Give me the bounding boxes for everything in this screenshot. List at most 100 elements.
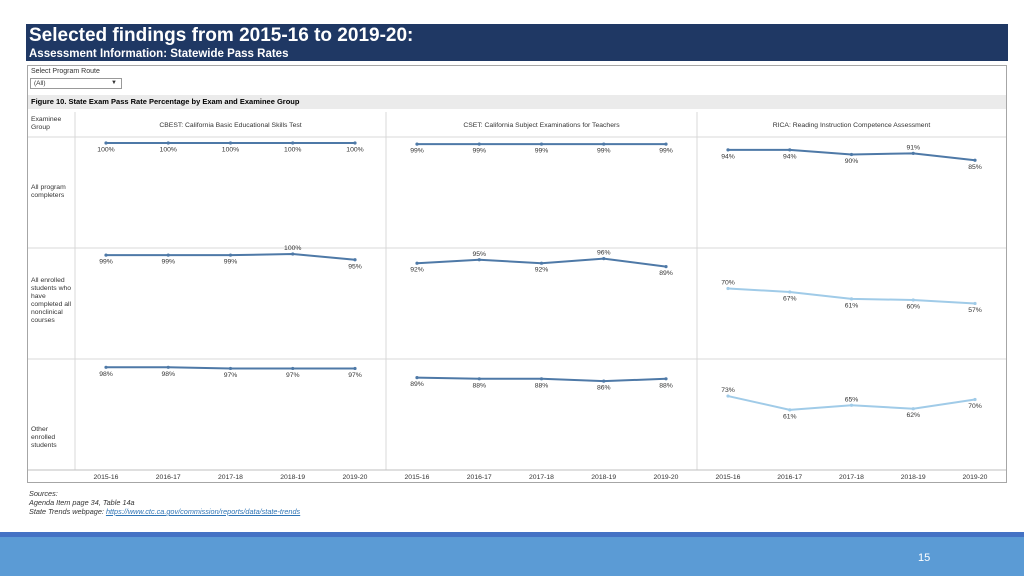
x-tick-label: 2018-19 [901,474,926,481]
state-trends-link[interactable]: https://www.ctc.ca.gov/commission/report… [105,507,301,516]
data-point [602,379,606,383]
exam-header: CSET: California Subject Examinations fo… [463,122,620,129]
data-point [291,141,295,145]
data-label: 99% [472,148,486,155]
data-label: 67% [783,295,797,302]
data-label: 99% [659,148,673,155]
data-point [104,141,108,145]
data-label: 99% [410,148,424,155]
data-label: 88% [535,382,549,389]
data-point [477,142,481,146]
data-label: 61% [783,413,797,420]
data-label: 100% [222,147,239,154]
data-point [911,407,915,411]
data-point [973,397,977,402]
data-label: 100% [97,147,114,154]
data-label: 65% [845,396,859,403]
x-tick-label: 2016-17 [777,474,802,481]
data-label: 100% [346,147,363,154]
row-header-label: Examinee [31,116,61,123]
group-label: completed all [31,301,72,308]
data-point [104,253,108,257]
data-label: 70% [721,280,735,287]
x-tick-label: 2017-18 [218,474,243,481]
exam-header: CBEST: California Basic Educational Skil… [159,122,301,129]
data-label: 60% [906,304,920,311]
data-label: 70% [968,403,982,410]
data-label: 97% [348,372,362,379]
data-point [849,297,854,301]
data-point [353,258,357,262]
data-label: 92% [410,267,424,274]
exam-header: RICA: Reading Instruction Competence Ass… [773,122,931,129]
data-label: 88% [472,382,486,389]
figure-title: Figure 10. State Exam Pass Rate Percenta… [31,97,300,106]
row-header-label: Group [31,124,50,131]
data-label: 99% [224,259,238,266]
data-point [104,365,108,369]
group-label: students [31,442,57,449]
data-label: 99% [99,259,113,266]
data-point [166,141,170,145]
data-label: 100% [160,147,177,154]
data-label: 99% [597,148,611,155]
sources-heading: Sources: [29,489,58,498]
data-point [664,377,668,381]
data-point [664,265,668,269]
data-label: 90% [845,158,859,165]
slide-header: Selected findings from 2015-16 to 2019-2… [26,24,1008,61]
group-label: students who [31,285,71,292]
data-point [973,158,977,162]
data-point [849,152,854,157]
data-point [602,257,606,261]
group-label: All program [31,184,66,191]
data-label: 88% [659,382,673,389]
x-tick-label: 2019-20 [963,474,988,481]
data-point [602,142,606,146]
data-label: 89% [659,270,673,277]
x-tick-label: 2017-18 [529,474,554,481]
group-label: nonclinical [31,309,63,316]
data-point [911,151,915,155]
data-point [415,142,419,146]
group-label: courses [31,317,55,324]
group-label: Other [31,426,49,433]
data-label: 94% [783,153,797,160]
x-tick-label: 2018-19 [591,474,616,481]
group-label: All enrolled [31,277,65,284]
data-label: 62% [906,412,920,419]
x-tick-label: 2018-19 [280,474,305,481]
data-label: 85% [968,164,982,171]
dashboard-frame [27,65,1007,483]
data-point [726,394,730,398]
group-label: enrolled [31,434,55,441]
data-label: 100% [284,147,301,154]
x-tick-label: 2015-16 [716,474,741,481]
x-tick-label: 2015-16 [405,474,430,481]
data-point [291,252,295,256]
data-point [726,148,730,152]
data-label: 91% [906,144,920,151]
group-label: have [31,293,46,300]
data-point [228,253,233,257]
slide-subtitle: Assessment Information: Statewide Pass R… [29,48,289,60]
x-tick-label: 2019-20 [654,474,679,481]
sources-block: Sources: Agenda Item page 34, Table 14a … [29,489,300,516]
program-route-dropdown[interactable]: (All) ▼ [30,78,122,89]
data-point [849,403,854,407]
data-point [788,408,792,412]
data-label: 95% [348,263,362,270]
series-line [727,287,976,305]
data-label: 96% [597,250,611,257]
data-point [415,261,419,265]
x-tick-label: 2016-17 [467,474,492,481]
chevron-down-icon[interactable]: ▼ [111,80,117,86]
data-label: 92% [535,267,549,274]
x-tick-label: 2016-17 [156,474,181,481]
data-label: 99% [161,259,175,266]
data-point [353,141,357,145]
data-point [415,376,419,380]
data-label: 98% [161,371,175,378]
data-point [664,142,668,146]
data-point [973,301,977,306]
